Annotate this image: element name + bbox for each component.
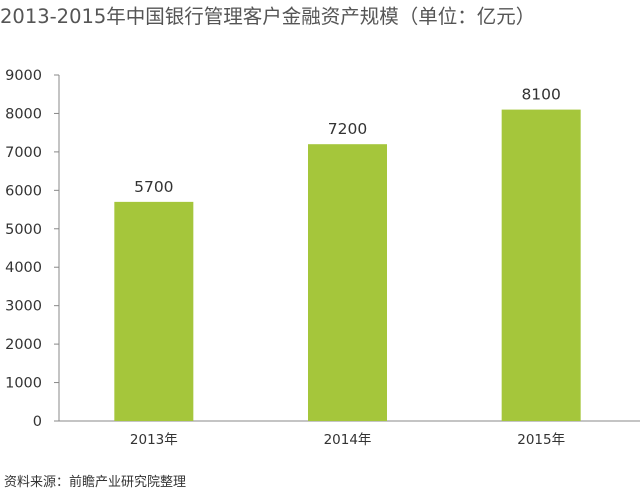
- data-label: 8100: [521, 86, 560, 104]
- y-tick-label: 6000: [5, 183, 42, 199]
- bar: [114, 201, 194, 421]
- y-tick-label: 3000: [5, 299, 42, 315]
- y-tick-label: 9000: [5, 68, 42, 84]
- y-tick-label: 0: [33, 414, 42, 430]
- x-tick-label: 2013年: [130, 432, 178, 448]
- chart-title: 2013-2015年中国银行管理客户金融资产规模（单位：亿元）: [0, 5, 536, 28]
- y-tick-label: 4000: [5, 260, 42, 276]
- data-label: 5700: [134, 178, 173, 196]
- y-tick-label: 5000: [5, 222, 42, 238]
- x-tick-label: 2015年: [517, 432, 565, 448]
- y-tick-label: 1000: [5, 376, 42, 392]
- source-note: 资料来源：前瞻产业研究院整理: [4, 475, 187, 490]
- y-tick-label: 7000: [5, 145, 42, 161]
- data-label: 7200: [328, 120, 367, 138]
- bar: [501, 109, 581, 421]
- y-tick-label: 2000: [5, 337, 42, 353]
- x-tick-label: 2014年: [324, 432, 372, 448]
- y-tick-label: 8000: [5, 106, 42, 122]
- bar: [308, 144, 387, 421]
